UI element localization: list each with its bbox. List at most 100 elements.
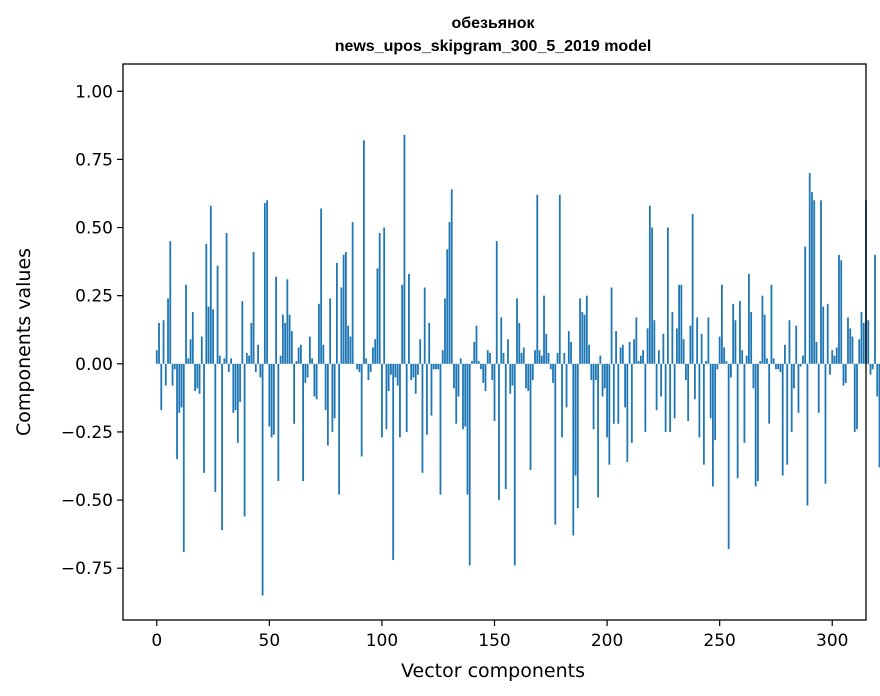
bar-131	[450, 189, 453, 364]
bar-124	[435, 363, 437, 370]
bar-134	[457, 363, 460, 397]
bar-288	[804, 246, 807, 364]
bar-73	[320, 208, 323, 364]
bar-219	[648, 205, 651, 364]
y-tick-label: −0.25	[61, 423, 113, 443]
bar-218	[646, 328, 649, 364]
bar-281	[788, 320, 791, 364]
bar-50	[268, 363, 271, 427]
bar-266	[754, 363, 757, 487]
bar-184	[570, 342, 572, 364]
bar-151	[495, 241, 498, 364]
bar-206	[619, 347, 622, 364]
bar-316	[867, 320, 870, 364]
bar-203	[612, 363, 615, 424]
bar-47	[261, 363, 264, 596]
y-tick-label: 1.00	[75, 82, 113, 102]
bar-254	[727, 363, 730, 550]
bar-143	[477, 361, 480, 364]
bar-208	[624, 363, 626, 408]
bar-94	[367, 363, 370, 381]
bar-225	[662, 333, 665, 364]
bar-185	[572, 363, 575, 536]
bar-217	[644, 363, 647, 432]
bar-133	[455, 363, 458, 424]
bar-252	[723, 347, 726, 364]
bar-314	[862, 322, 865, 364]
bar-289	[806, 363, 809, 506]
bar-85	[347, 325, 350, 364]
bar-279	[784, 344, 786, 364]
bar-27	[216, 265, 219, 364]
bar-283	[793, 363, 795, 389]
y-tick-label: 0.50	[75, 219, 113, 239]
bar-32	[227, 363, 230, 372]
bar-272	[768, 363, 771, 424]
bar-224	[660, 363, 663, 397]
bar-191	[585, 295, 588, 364]
bar-104	[390, 363, 392, 375]
bar-23	[207, 306, 210, 364]
bar-275	[775, 363, 777, 370]
bar-319	[874, 254, 876, 364]
bar-3	[162, 320, 165, 364]
bar-103	[387, 363, 390, 392]
bar-313	[860, 312, 863, 364]
bar-13	[185, 284, 187, 364]
bar-263	[748, 273, 750, 364]
bar-179	[558, 194, 561, 364]
bar-43	[252, 252, 255, 364]
bar-114	[412, 363, 415, 378]
bar-160	[516, 298, 518, 364]
bar-111	[405, 363, 408, 432]
bar-163	[522, 347, 525, 364]
bar-95	[369, 363, 372, 372]
bar-186	[574, 363, 577, 476]
bar-205	[617, 363, 620, 424]
bar-302	[835, 347, 838, 364]
bar-122	[430, 363, 433, 416]
bar-287	[802, 355, 804, 364]
bar-156	[507, 339, 509, 364]
bar-253	[725, 361, 728, 364]
y-tick-label: 0.00	[75, 355, 113, 375]
bar-310	[853, 363, 856, 432]
bar-256	[732, 303, 735, 364]
bar-250	[718, 336, 721, 364]
plot-area-frame	[122, 63, 867, 621]
bar-154	[502, 352, 505, 364]
bar-141	[473, 342, 476, 364]
y-tick-label: 0.75	[75, 150, 113, 170]
bar-65	[302, 363, 305, 481]
bar-56	[281, 314, 284, 364]
bar-238	[691, 213, 694, 364]
bar-172	[543, 295, 545, 364]
bar-21	[203, 363, 205, 473]
bar-39	[243, 363, 246, 517]
bar-112	[408, 273, 410, 364]
bar-237	[689, 325, 692, 364]
bar-178	[556, 352, 559, 364]
x-tick-label: 250	[703, 631, 735, 651]
bar-18	[196, 363, 199, 389]
bar-48	[263, 203, 266, 364]
bar-71	[315, 363, 318, 400]
bar-180	[561, 363, 563, 438]
bar-29	[221, 363, 223, 531]
bar-146	[484, 363, 487, 392]
x-tick-label: 100	[366, 631, 398, 651]
bar-210	[628, 342, 631, 364]
bar-298	[826, 303, 829, 364]
bar-152	[498, 363, 500, 501]
bar-24	[209, 205, 212, 364]
bar-129	[446, 249, 449, 364]
bar-150	[493, 363, 496, 422]
bar-176	[552, 363, 554, 383]
bar-64	[299, 344, 302, 364]
bar-260	[741, 350, 744, 364]
bar-290	[808, 173, 811, 364]
bar-1	[158, 322, 160, 364]
bar-155	[504, 363, 507, 490]
bar-221	[653, 320, 656, 364]
x-tick-label: 200	[591, 631, 623, 651]
